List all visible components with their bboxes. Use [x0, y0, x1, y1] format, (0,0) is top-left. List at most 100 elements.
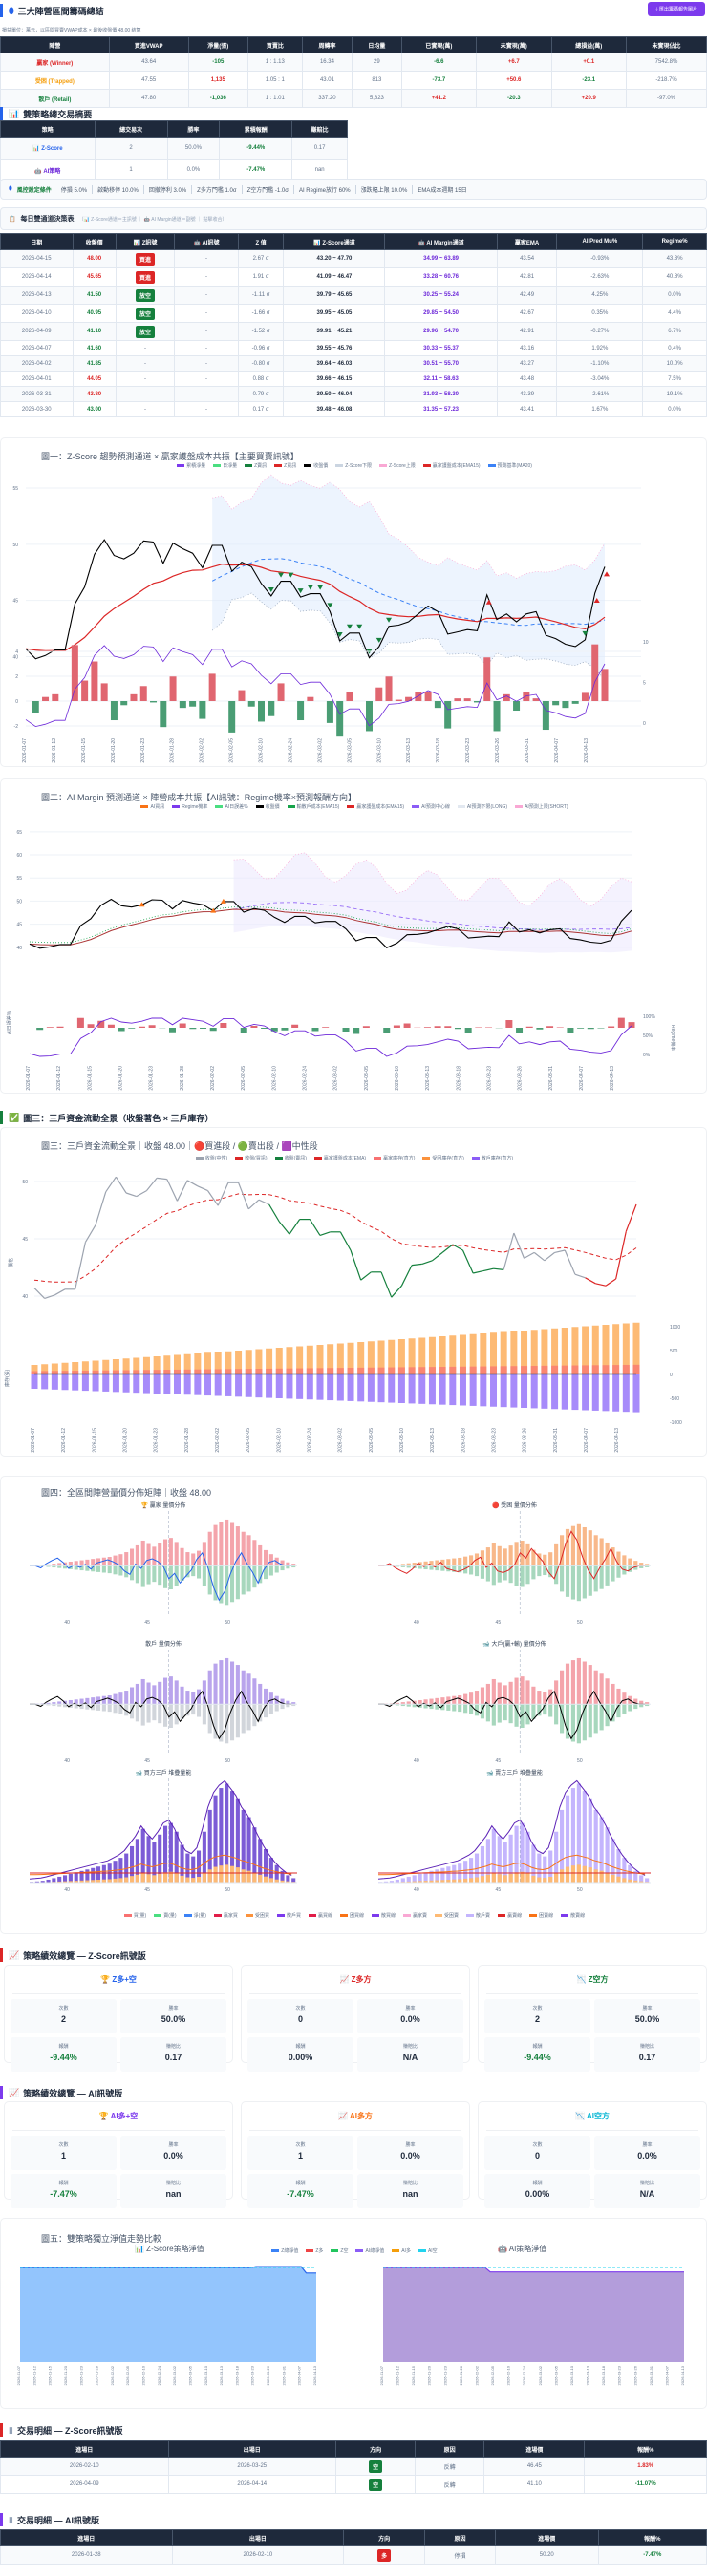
- daily-row[interactable]: 2026-03-30 43.00- -0.17 σ 39.48 ~ 46.08 31.3…: [0, 401, 707, 417]
- legend-item[interactable]: 受困庫存(直方): [422, 1155, 464, 1161]
- legend-item[interactable]: 贏家賣: [403, 1912, 427, 1919]
- column-header[interactable]: 日均量: [352, 36, 402, 53]
- daily-row[interactable]: 2026-04-01 44.05- -0.88 σ 39.66 ~ 46.15 32.1…: [0, 371, 707, 387]
- column-header[interactable]: 進場日: [0, 2529, 173, 2546]
- legend-item[interactable]: AI買訊: [140, 803, 164, 810]
- daily-row[interactable]: 2026-04-15 48.00 買進 -2.67 σ 43.20 ~ 47.70 34.…: [0, 249, 707, 268]
- legend-item[interactable]: 贏賣線: [498, 1912, 522, 1919]
- legend-item[interactable]: 賣(量): [154, 1912, 177, 1919]
- column-header[interactable]: AI Pred Mu%: [556, 233, 644, 250]
- column-header[interactable]: 買賣比: [246, 36, 303, 53]
- column-header[interactable]: 報酬%: [597, 2529, 707, 2546]
- legend-item[interactable]: 贏家護盤成本(EMA15): [422, 462, 481, 469]
- legend-item[interactable]: 贏家護盤成本(EMA): [313, 1155, 366, 1161]
- column-header[interactable]: 賺賠比: [291, 120, 348, 138]
- daily-row[interactable]: 2026-04-13 41.50 放空 - -1.11 σ 39.79 ~ 45.65 30…: [0, 286, 707, 305]
- column-header[interactable]: 📊 Z訊號: [115, 233, 176, 250]
- legend-item[interactable]: 預測基準(MA20): [487, 462, 532, 469]
- legend-item[interactable]: Z賣訊: [245, 462, 267, 469]
- column-header[interactable]: 淨量(張): [187, 36, 248, 53]
- column-header[interactable]: 進場價: [494, 2529, 599, 2546]
- column-header[interactable]: 進場日: [0, 2440, 169, 2458]
- legend-item[interactable]: AI預測中心線: [412, 803, 450, 810]
- legend-item[interactable]: 散戶賣: [466, 1912, 490, 1919]
- legend-item[interactable]: 散戶買: [276, 1912, 301, 1919]
- legend-item[interactable]: 贏家護盤成本(EMA15): [347, 803, 404, 810]
- legend-item[interactable]: 收盤價: [255, 803, 280, 810]
- legend-item[interactable]: AI預測上限(SHORT): [515, 803, 568, 810]
- column-header[interactable]: 陣營: [0, 36, 110, 53]
- column-header[interactable]: 方向: [335, 2440, 417, 2458]
- daily-row[interactable]: 2026-04-02 41.85- - -0.80 σ 39.64 ~ 46.03 30.…: [0, 355, 707, 372]
- legend-item[interactable]: 贏家買: [213, 1912, 238, 1919]
- legend-item[interactable]: AI總淨值: [355, 2247, 384, 2254]
- legend-item[interactable]: AI空: [418, 2247, 438, 2254]
- column-header[interactable]: 方向: [343, 2529, 426, 2546]
- column-header[interactable]: 贏家EMA: [496, 233, 558, 250]
- column-header[interactable]: 日期: [0, 233, 74, 250]
- legend-item[interactable]: Z多: [306, 2247, 323, 2254]
- column-header[interactable]: 未實現佔比: [626, 36, 707, 53]
- export-report-button[interactable]: ⤓ 匯出籌碼報告圖片: [648, 2, 705, 16]
- legend-item[interactable]: Z空: [331, 2247, 348, 2254]
- column-header[interactable]: 出場日: [171, 2529, 345, 2546]
- column-header[interactable]: 累積報酬: [219, 120, 293, 138]
- fig3-legend[interactable]: 收盤(中性) 收盤(買訊) 收盤(賣訊) 贏家護盤成本(EMA) 贏家庫存(直方) 受困庫…: [1, 1155, 707, 1161]
- column-header[interactable]: Regime%: [642, 233, 707, 250]
- trade-row[interactable]: 2026-01-28 2026-02-10 多停損 50.20 -7.47%: [0, 2545, 707, 2565]
- column-header[interactable]: 已實現(萬): [400, 36, 478, 53]
- legend-item[interactable]: Z-Score上限: [379, 462, 416, 469]
- column-header[interactable]: 報酬%: [584, 2440, 707, 2458]
- legend-item[interactable]: 輸散戶成本(EMA15): [287, 803, 339, 810]
- legend-item[interactable]: 贏家庫存(直方): [374, 1155, 415, 1161]
- column-header[interactable]: 原因: [424, 2529, 496, 2546]
- legend-item[interactable]: 散戶庫存(直方): [471, 1155, 513, 1161]
- strategy-row[interactable]: 📊 Z-Score 2 50.0% -9.44% 0.17: [0, 137, 348, 160]
- legend-item[interactable]: Z買訊: [274, 462, 296, 469]
- legend-item[interactable]: AI日誤差%: [215, 803, 248, 810]
- trade-row[interactable]: 2026-02-10 2026-03-25 空反轉 46.45 1.83%: [0, 2457, 707, 2476]
- column-header[interactable]: 總交易次: [94, 120, 168, 138]
- legend-item[interactable]: 受困買: [245, 1912, 269, 1919]
- legend-item[interactable]: 收盤價: [304, 462, 328, 469]
- strategy-row[interactable]: 🤖 AI策略 1 0.0% -7.47% nan: [0, 159, 348, 181]
- column-header[interactable]: 原因: [415, 2440, 485, 2458]
- column-header[interactable]: 收盤價: [72, 233, 117, 250]
- legend-item[interactable]: 買(量): [123, 1912, 146, 1919]
- legend-item[interactable]: Z總淨值: [271, 2247, 298, 2254]
- legend-item[interactable]: 散賣線: [561, 1912, 585, 1919]
- legend-item[interactable]: 淨(量): [183, 1912, 206, 1919]
- fig5-legend[interactable]: Z總淨值 Z多 Z空 AI總淨值 AI多 AI空: [1, 2247, 707, 2254]
- legend-item[interactable]: Regime機率: [172, 803, 207, 810]
- legend-item[interactable]: 贏買線: [308, 1912, 332, 1919]
- column-header[interactable]: 總損益(萬): [550, 36, 628, 53]
- column-header[interactable]: 📊 Z-Score通道: [283, 233, 386, 250]
- daily-row[interactable]: 2026-03-31 43.80- -0.79 σ 39.50 ~ 46.04 31.9…: [0, 386, 707, 402]
- legend-item[interactable]: 累積淨量: [177, 462, 205, 469]
- legend-item[interactable]: 散買線: [372, 1912, 396, 1919]
- column-header[interactable]: 策略: [0, 120, 96, 138]
- fig4-legend[interactable]: 買(量) 賣(量) 淨(量) 贏家買 受困買 散戶買 贏買線 困買線 散買線 贏家賣 受困賣 散戶賣 贏…: [1, 1912, 707, 1919]
- column-header[interactable]: 🤖 AI Margin通道: [384, 233, 498, 250]
- column-header[interactable]: Z 值: [237, 233, 285, 250]
- legend-item[interactable]: 困買線: [339, 1912, 364, 1919]
- legend-item[interactable]: 收盤(賣訊): [274, 1155, 307, 1161]
- column-header[interactable]: 出場日: [167, 2440, 337, 2458]
- column-header[interactable]: 買進VWAP: [108, 36, 189, 53]
- camp-row[interactable]: 贏家 (Winner) 43.64 -105 1 : 1.13 16.34 29 -6.6 +…: [0, 53, 707, 72]
- daily-row[interactable]: 2026-04-14 45.65 買進 -1.91 σ 41.09 ~ 46.47 33.…: [0, 267, 707, 287]
- legend-item[interactable]: AI預測下限(LONG): [457, 803, 507, 810]
- legend-item[interactable]: 收盤(買訊): [235, 1155, 268, 1161]
- legend-item[interactable]: 收盤(中性): [195, 1155, 227, 1161]
- legend-item[interactable]: Z-Score下限: [335, 462, 372, 469]
- trade-row[interactable]: 2026-04-09 2026-04-14 空反轉 41.10 -11.07%: [0, 2475, 707, 2494]
- daily-row[interactable]: 2026-04-09 41.10 放空 - -1.52 σ 39.91 ~ 45.21 29…: [0, 322, 707, 341]
- camp-row[interactable]: 散戶 (Retail) 47.80 -1,036 1 : 1.01 337.20 5,82…: [0, 89, 707, 108]
- legend-item[interactable]: 受困賣: [435, 1912, 459, 1919]
- camp-row[interactable]: 受困 (Trapped) 47.55 1,135 1.05 : 1 43.01 813 -7…: [0, 71, 707, 90]
- daily-table-toggle[interactable]: 📋 每日雙通道決策表 （📊 Z-Score通道＝主訊號 ｜ 🤖 AI Margin通…: [0, 207, 707, 230]
- legend-item[interactable]: AI多: [392, 2247, 411, 2254]
- legend-item[interactable]: 困賣線: [529, 1912, 553, 1919]
- fig1-legend[interactable]: 累積淨量 日淨量 Z賣訊 Z買訊 收盤價 Z-Score下限 Z-Score上限 贏家護盤成本…: [1, 462, 707, 469]
- fig2-legend[interactable]: AI買訊 Regime機率 AI日誤差% 收盤價 輸散戶成本(EMA15) 贏家護盤成本(…: [1, 803, 707, 810]
